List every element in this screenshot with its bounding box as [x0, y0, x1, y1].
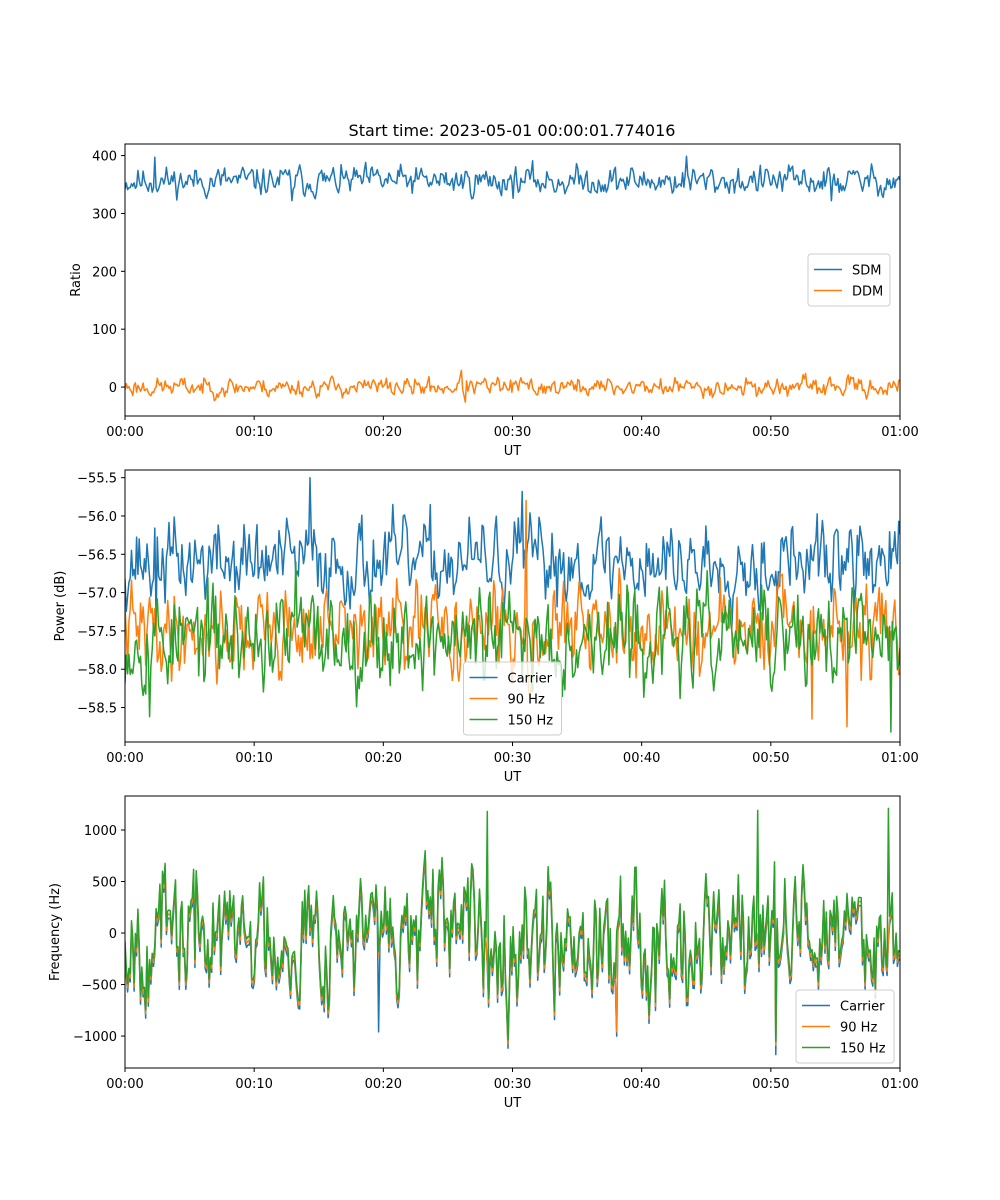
legend: SDM DDM [807, 253, 891, 307]
y-tick-label: 0 [109, 927, 117, 942]
x-tick-label: 00:30 [494, 751, 531, 766]
x-tick-label: 00:50 [752, 1077, 789, 1092]
legend-label: SDM [852, 264, 881, 279]
legend-box [463, 661, 562, 736]
y-tick-label: −500 [81, 979, 117, 994]
subplot-panels: 00:00 00:10 00:20 00:30 00:40 00:50 01:00 0 100 2… [48, 143, 919, 1111]
x-tick-label: 00:10 [235, 1077, 272, 1092]
y-tick-label: 200 [92, 265, 117, 280]
series-lines [125, 807, 900, 1056]
legend-label: 150 Hz [840, 1042, 886, 1057]
y-tick-label: −56.5 [77, 548, 117, 563]
series-line-carrier [125, 476, 900, 630]
x-tick-label: 00:00 [106, 425, 143, 440]
x-axis-label: UT [504, 444, 522, 459]
x-tick-label: 00:30 [494, 1077, 531, 1092]
legend-label: 90 Hz [840, 1021, 877, 1036]
y-tick-label: 100 [92, 323, 117, 338]
x-tick-label: 01:00 [881, 751, 918, 766]
y-axis-label: Power (dB) [53, 571, 68, 642]
series-line-ddm [125, 369, 900, 403]
x-tick-label: 00:20 [365, 1077, 402, 1092]
y-tick-label: −56.0 [77, 510, 117, 525]
legend-label: 150 Hz [508, 714, 554, 729]
y-tick-label: −55.5 [77, 472, 117, 487]
x-tick-label: 00:40 [623, 425, 660, 440]
x-tick-label: 00:00 [106, 1077, 143, 1092]
x-tick-label: 00:50 [752, 425, 789, 440]
x-tick-label: 00:40 [623, 751, 660, 766]
x-axis-label: UT [504, 770, 522, 785]
y-tick-label: −1000 [73, 1030, 117, 1045]
x-tick-label: 00:30 [494, 425, 531, 440]
y-tick-label: 300 [92, 207, 117, 222]
legend-label: Carrier [840, 1000, 885, 1015]
y-tick-label: −57.5 [77, 625, 117, 640]
subplot-2: 00:00 00:10 00:20 00:30 00:40 00:50 01:00 −58.5… [53, 469, 919, 785]
y-axis-label: Ratio [69, 263, 84, 296]
figure-title: Start time: 2023-05-01 00:00:01.774016 [349, 121, 676, 140]
x-tick-label: 01:00 [881, 425, 918, 440]
series-line-150-hz [125, 807, 900, 1042]
legend-label: Carrier [508, 672, 553, 687]
legend: Carrier 90 Hz 150 Hz [795, 989, 895, 1064]
series-line-sdm [125, 155, 900, 202]
x-tick-label: 00:20 [365, 751, 402, 766]
x-tick-label: 00:10 [235, 751, 272, 766]
y-tick-label: −58.5 [77, 702, 117, 717]
subplot-3: 00:00 00:10 00:20 00:30 00:40 00:50 01:00 −1000… [48, 795, 919, 1111]
y-tick-label: −58.0 [77, 663, 117, 678]
x-tick-label: 00:50 [752, 751, 789, 766]
y-tick-label: 500 [92, 876, 117, 891]
x-axis-label: UT [504, 1096, 522, 1111]
legend: Carrier 90 Hz 150 Hz [463, 661, 562, 736]
y-axis-label: Frequency (Hz) [48, 883, 63, 981]
x-tick-label: 00:00 [106, 751, 143, 766]
x-tick-label: 00:20 [365, 425, 402, 440]
legend-label: DDM [852, 285, 883, 300]
series-lines [125, 155, 900, 403]
x-tick-label: 01:00 [881, 1077, 918, 1092]
y-tick-label: −57.0 [77, 587, 117, 602]
legend-label: 90 Hz [508, 693, 545, 708]
legend-box [795, 989, 895, 1064]
series-line-150-hz [125, 561, 900, 733]
y-tick-label: 400 [92, 150, 117, 165]
x-tick-label: 00:40 [623, 1077, 660, 1092]
y-tick-label: 0 [109, 381, 117, 396]
x-tick-label: 00:10 [235, 425, 272, 440]
legend-box [807, 253, 891, 307]
subplot-1: 00:00 00:10 00:20 00:30 00:40 00:50 01:00 0 100 2… [69, 143, 919, 459]
y-tick-label: 1000 [84, 824, 117, 839]
